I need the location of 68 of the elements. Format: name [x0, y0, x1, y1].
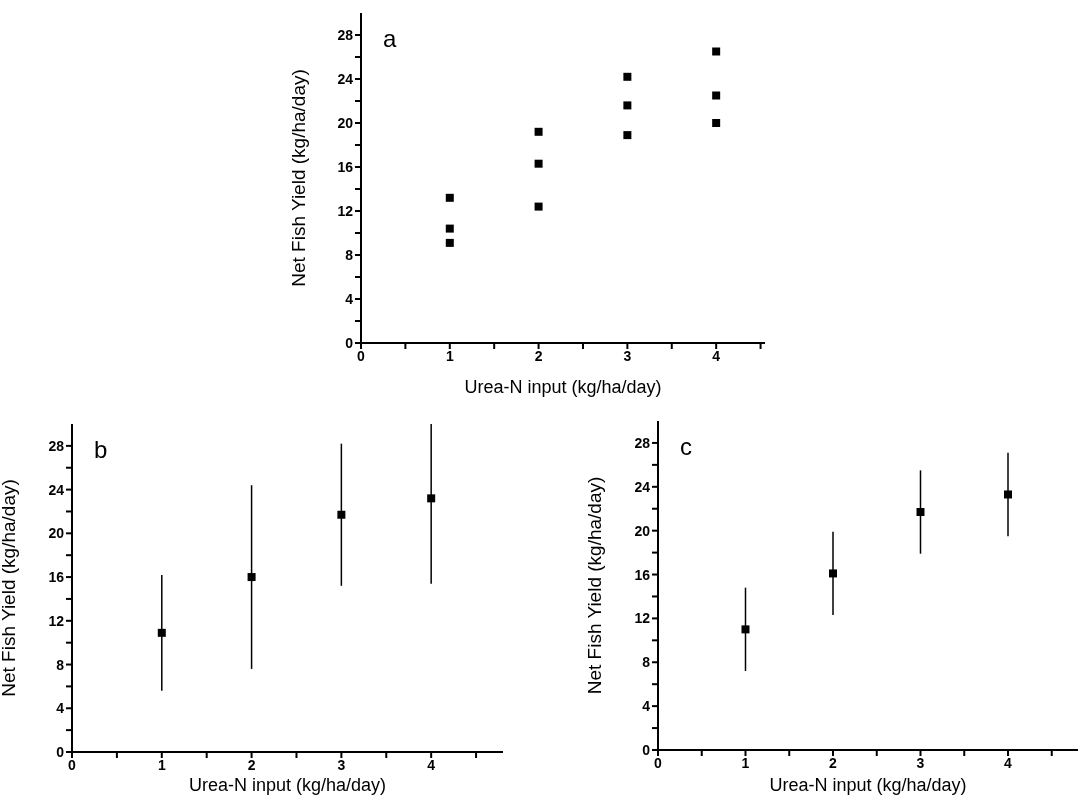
point: [916, 508, 925, 517]
point: [445, 193, 454, 202]
y-tick-label: 12: [337, 202, 354, 219]
y-tick-label: 4: [56, 700, 65, 717]
point: [427, 494, 436, 503]
x-tick-label: 1: [741, 754, 750, 771]
y-tick-label: 20: [634, 522, 651, 539]
y-tick-label: 4: [642, 698, 651, 715]
x-tick-label: 0: [654, 754, 663, 771]
point: [712, 119, 721, 127]
annotation: a: [383, 25, 397, 52]
point: [247, 573, 256, 582]
y-tick-label: 0: [345, 334, 354, 351]
point: [445, 238, 454, 247]
x-tick-label: 0: [357, 347, 366, 364]
x-tick-label: 3: [916, 754, 925, 771]
y-tick-label: 24: [48, 481, 65, 498]
x-tick-label: 4: [427, 756, 436, 773]
point: [623, 101, 632, 110]
y-tick-label: 16: [337, 158, 354, 175]
y-tick-label: 16: [634, 566, 651, 583]
x-tick-label: 2: [534, 347, 543, 364]
y-tick-label: 20: [337, 114, 354, 131]
x-tick-label: 1: [445, 347, 454, 364]
y-tick-label: 24: [634, 478, 651, 495]
y-axis-title: Net Fish Yield (kg/ha/day): [287, 69, 309, 287]
x-tick-label: 2: [829, 754, 838, 771]
y-tick-label: 28: [634, 434, 651, 451]
x-tick-label: 1: [157, 756, 166, 773]
y-tick-label: 0: [642, 741, 651, 758]
y-axis-title: Net Fish Yield (kg/ha/day): [0, 479, 19, 697]
point: [712, 47, 721, 56]
y-tick-label: 20: [48, 525, 65, 542]
y-tick-label: 24: [337, 70, 354, 87]
point: [1004, 490, 1012, 499]
point: [712, 91, 721, 100]
point: [623, 131, 632, 140]
x-tick-label: 4: [712, 347, 721, 364]
point: [534, 202, 543, 211]
x-axis-title: Urea-N input (kg/ha/day): [769, 775, 967, 795]
x-tick-label: 3: [337, 756, 346, 773]
x-axis-title: Urea-N input (kg/ha/day): [188, 775, 387, 795]
point: [741, 625, 750, 634]
x-tick-label: 0: [68, 756, 77, 773]
point: [337, 510, 346, 519]
y-tick-label: 8: [345, 246, 354, 263]
annotation: b: [94, 436, 108, 463]
y-tick-label: 8: [642, 654, 651, 671]
y-tick-label: 4: [345, 290, 354, 307]
x-tick-label: 2: [247, 756, 256, 773]
point: [623, 72, 632, 81]
y-axis-title: Net Fish Yield (kg/ha/day): [583, 476, 605, 695]
y-tick-label: 28: [48, 437, 65, 454]
y-tick-label: 8: [56, 656, 65, 673]
annotation: c: [680, 433, 692, 460]
x-tick-label: 4: [1004, 754, 1013, 771]
y-tick-label: 12: [634, 610, 651, 627]
point: [534, 127, 543, 136]
point: [445, 224, 454, 233]
y-tick-label: 28: [337, 26, 354, 43]
y-tick-label: 16: [48, 569, 65, 586]
y-tick-label: 0: [56, 743, 65, 760]
x-axis-title: Urea-N input (kg/ha/day): [464, 377, 662, 397]
point: [157, 628, 166, 637]
point: [829, 569, 837, 578]
x-tick-label: 3: [623, 347, 632, 364]
y-tick-label: 12: [48, 612, 65, 629]
point: [534, 159, 543, 168]
